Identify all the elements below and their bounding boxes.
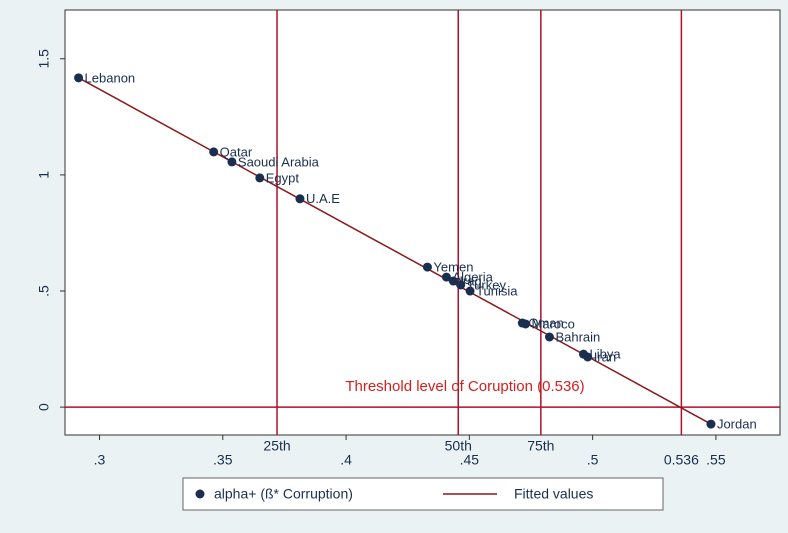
point — [465, 286, 475, 296]
reference-label: 50th — [445, 438, 472, 454]
point-label: Maroco — [532, 316, 575, 331]
legend-label: Fitted values — [514, 486, 593, 502]
fitted-line — [78, 77, 712, 425]
x-tick-label: .3 — [94, 452, 106, 468]
legend-marker — [195, 489, 205, 499]
point-label: Yemen — [433, 260, 473, 275]
point-label: Egypt — [266, 170, 300, 185]
point — [209, 147, 219, 157]
point — [521, 319, 531, 329]
point — [295, 194, 305, 204]
y-tick-label: 0 — [36, 403, 52, 411]
point-label: Saoudi Arabia — [238, 154, 320, 169]
plot-area — [64, 9, 781, 436]
point — [422, 262, 432, 272]
point-label: Algeria — [452, 270, 493, 285]
point-label: Oman — [528, 315, 563, 330]
y-tick-label: .5 — [36, 285, 52, 297]
point — [544, 332, 554, 342]
legend-label: alpha+ (ß* Corruption) — [214, 486, 353, 502]
point-label: Tunisia — [476, 283, 518, 298]
point — [227, 157, 237, 167]
point-label: Turkey — [467, 277, 507, 292]
point — [456, 280, 466, 290]
reference-label: 0.536 — [664, 452, 699, 468]
point — [255, 173, 265, 183]
y-tick-label: 1 — [36, 171, 52, 179]
point-label: Libya — [589, 347, 621, 362]
x-tick-label: .5 — [587, 452, 599, 468]
x-tick-label: .35 — [213, 452, 233, 468]
legend — [182, 477, 664, 511]
x-tick-label: .4 — [340, 452, 352, 468]
x-tick-label: .55 — [706, 452, 726, 468]
point — [74, 73, 84, 83]
point — [706, 419, 716, 429]
threshold-label: Threshold level of Coruption (0.536) — [345, 378, 584, 395]
point — [583, 352, 593, 362]
reference-label: 75th — [527, 438, 554, 454]
point-label: Iran — [594, 349, 616, 364]
point-label: Jordan — [717, 417, 757, 432]
point-label: Qatar — [220, 144, 253, 159]
point-label: Lebanon — [85, 70, 136, 85]
reference-label: 25th — [263, 438, 290, 454]
point-label: U.A.E — [306, 191, 340, 206]
point — [448, 276, 458, 286]
point-label: Bahrain — [555, 329, 600, 344]
point — [441, 272, 451, 282]
x-tick-label: .45 — [460, 452, 480, 468]
y-tick-label: 1.5 — [36, 49, 52, 69]
